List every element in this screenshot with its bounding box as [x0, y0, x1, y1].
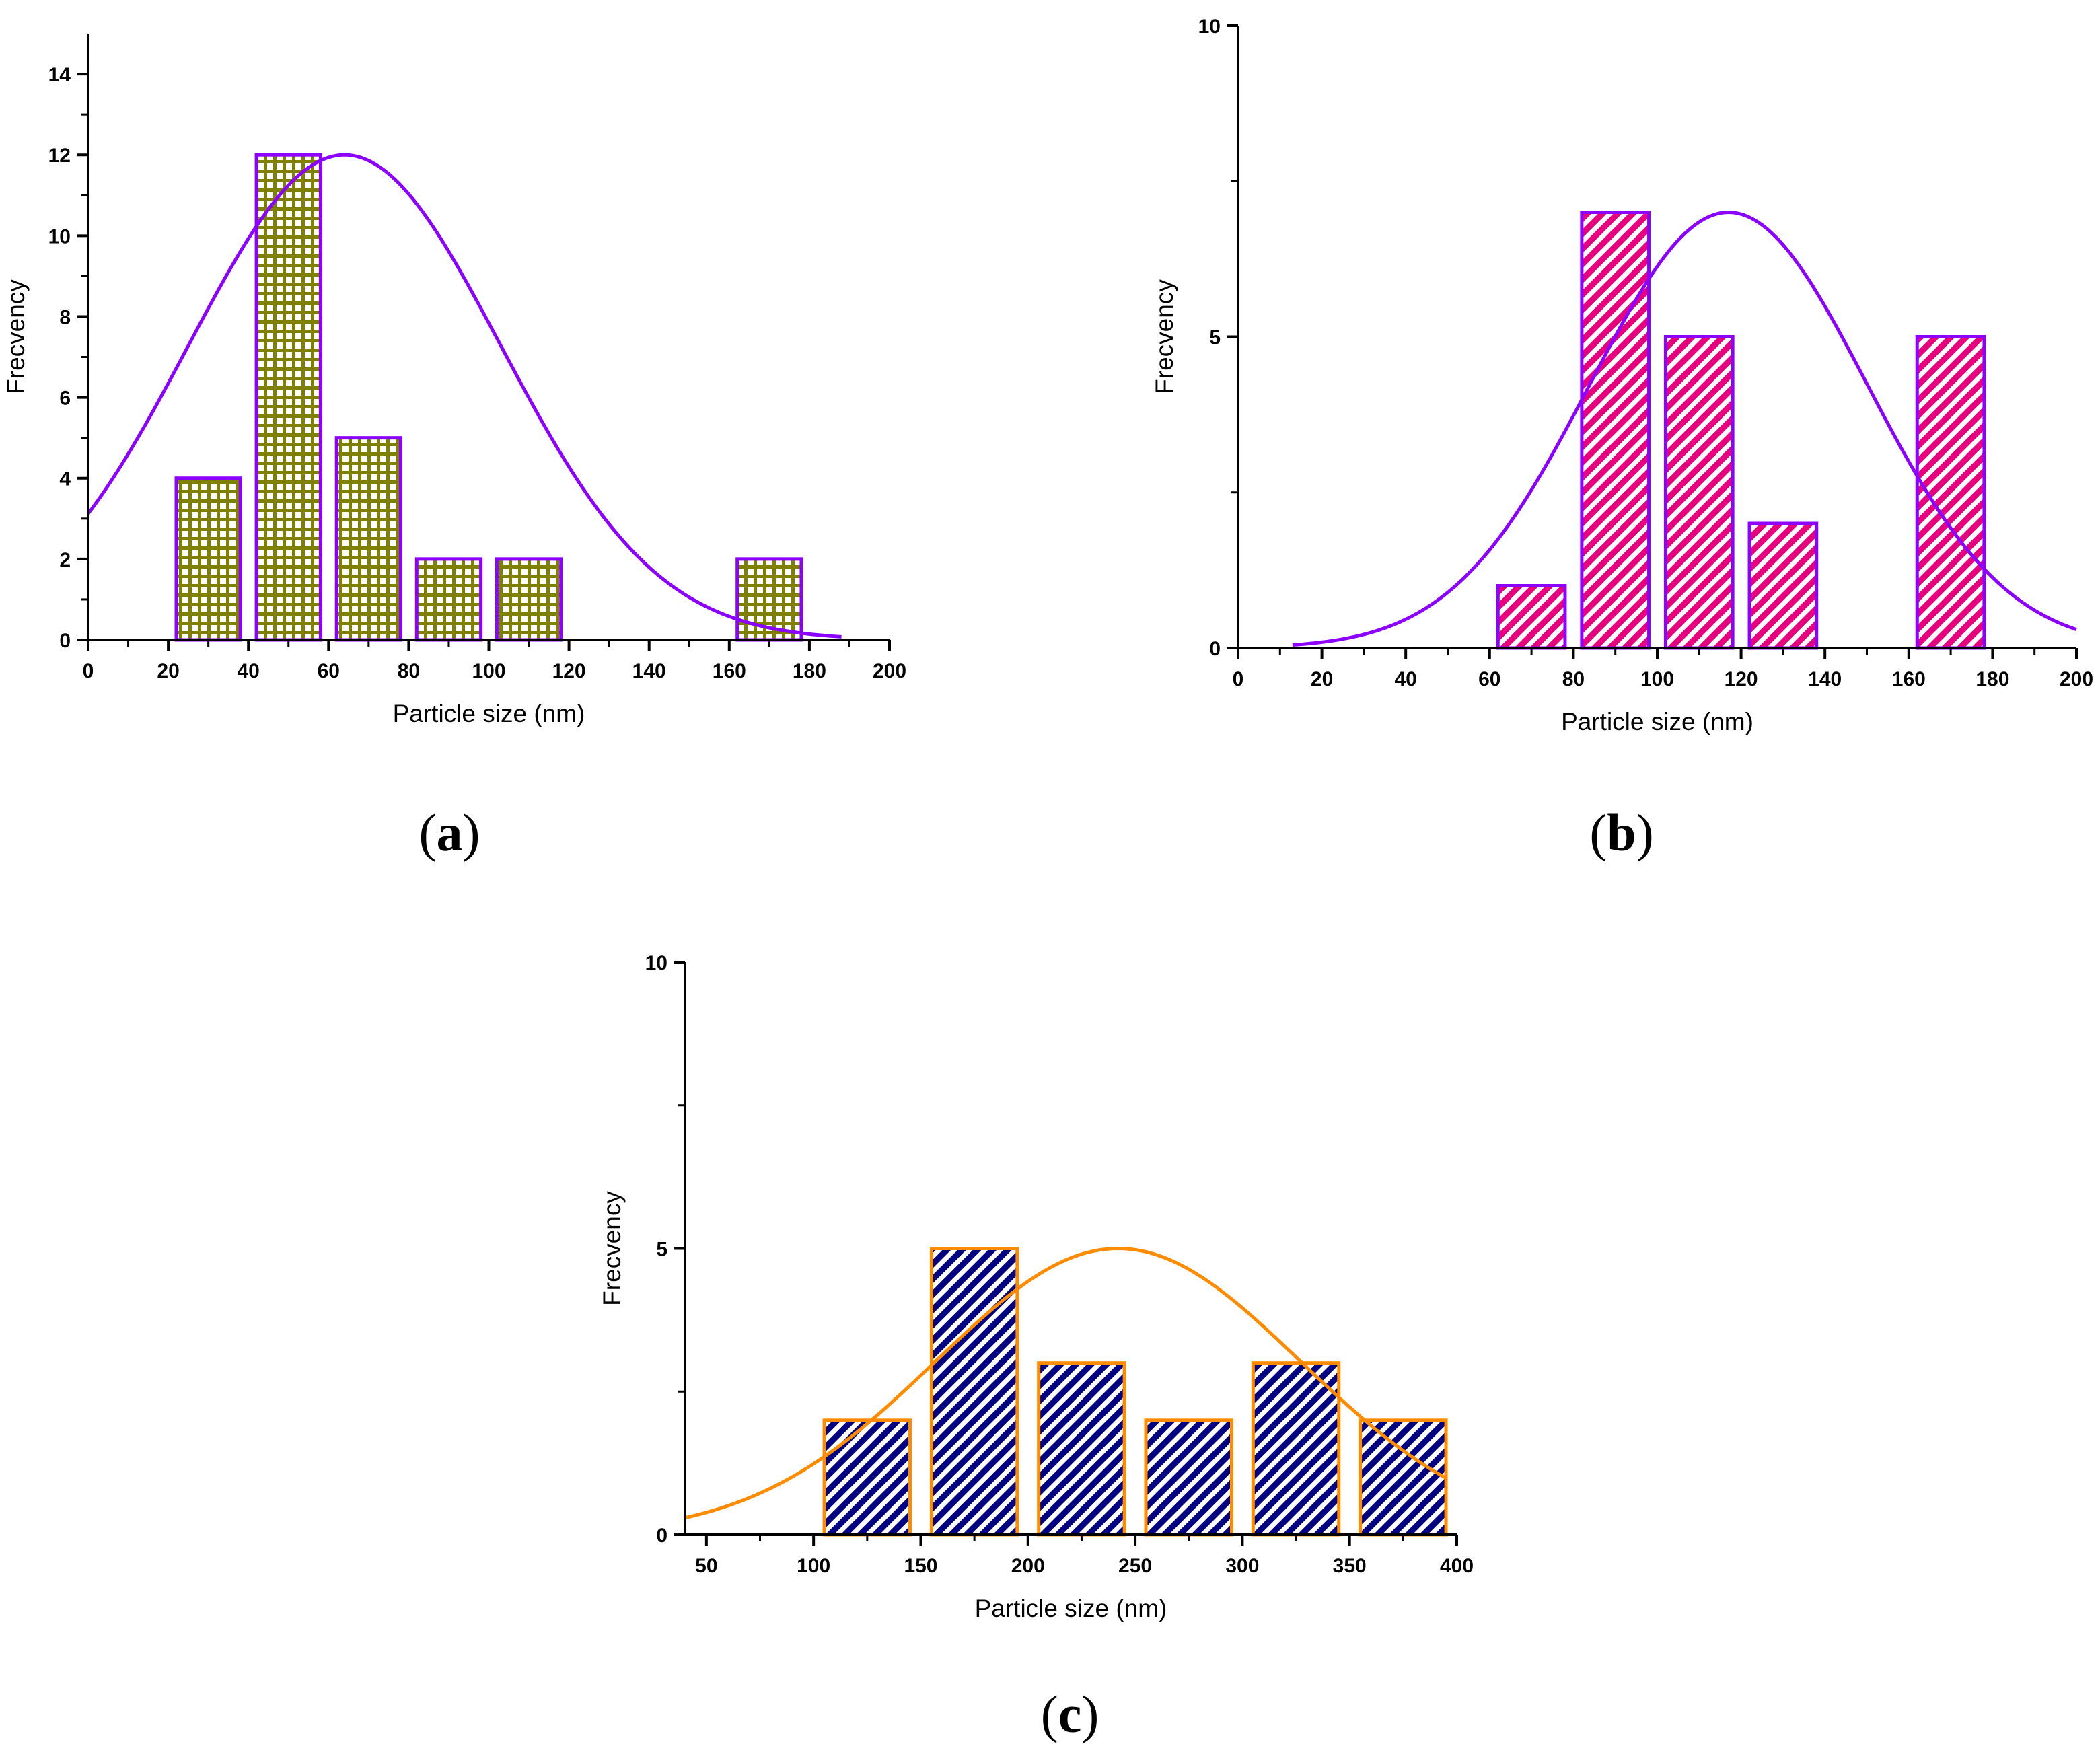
x-tick-label: 40 [238, 660, 260, 682]
histogram-bar [929, 1247, 1019, 1537]
x-tick-label: 200 [873, 660, 906, 682]
x-tick-label: 180 [793, 660, 826, 682]
histogram-bar [1144, 1418, 1233, 1537]
panel-letter: c [1058, 1685, 1082, 1743]
panel-label: (b) [1589, 803, 1653, 862]
histogram-bar [174, 476, 242, 642]
histogram-bar [1359, 1418, 1448, 1537]
x-tick-label: 0 [83, 660, 94, 682]
gaussian-fit-curve [86, 153, 842, 639]
y-tick-label: 0 [59, 630, 71, 652]
x-tick-label: 160 [1892, 668, 1926, 690]
x-tick-label: 160 [713, 660, 746, 682]
x-tick-label: 100 [1640, 668, 1674, 690]
x-tick-label: 120 [552, 660, 586, 682]
x-tick-label: 180 [1976, 668, 2009, 690]
x-tick-label: 150 [904, 1555, 937, 1577]
histogram-panel-c: 50 100 150 200 250 300 350 400 0 5 10 Particle size… [598, 952, 1474, 1743]
y-tick-label: 0 [656, 1525, 667, 1547]
y-tick-label: 10 [645, 952, 667, 974]
y-axis-title: Frecvency [1151, 279, 1178, 394]
y-tick-label: 10 [1198, 15, 1221, 38]
histogram-panel-a: 0 20 40 60 80 100 120 140 160 180 200 0 2 4 6 8 10 12 14 Pa… [2, 34, 906, 862]
x-tick-label: 80 [1562, 668, 1585, 690]
x-tick-label: 40 [1395, 668, 1417, 690]
histogram-bar [495, 557, 563, 642]
histogram-bar [334, 436, 402, 642]
y-axis-title: Frecvency [2, 279, 30, 394]
x-tick-label: 20 [157, 660, 179, 682]
y-axis-title: Frecvency [598, 1191, 626, 1306]
histogram-bar [1496, 584, 1567, 650]
y-tick-label: 2 [59, 549, 71, 571]
y-tick-label: 6 [59, 388, 71, 410]
x-axis-title: Particle size (nm) [1561, 708, 1753, 735]
y-tick-label: 12 [48, 145, 71, 167]
y-tick-label: 0 [1209, 638, 1221, 660]
histogram-bar [1580, 211, 1651, 650]
y-tick-label: 5 [656, 1239, 667, 1261]
x-tick-label: 20 [1311, 668, 1333, 690]
histogram-bar [1663, 335, 1735, 650]
panel-label: (a) [419, 803, 480, 862]
histogram-bar [1037, 1361, 1126, 1537]
x-tick-label: 200 [1011, 1555, 1045, 1577]
x-tick-label: 100 [797, 1555, 830, 1577]
x-tick-label: 60 [318, 660, 340, 682]
y-tick-label: 10 [48, 225, 71, 248]
x-tick-label: 300 [1225, 1555, 1259, 1577]
panel-label: (c) [1041, 1685, 1099, 1743]
histogram-bar [1747, 521, 1819, 650]
y-tick-label: 4 [59, 468, 71, 490]
x-axis-title: Particle size (nm) [393, 700, 585, 727]
histogram-bar [822, 1418, 912, 1537]
x-axis-title: Particle size (nm) [975, 1595, 1167, 1622]
histogram-bar [414, 557, 483, 642]
x-tick-label: 120 [1725, 668, 1758, 690]
x-tick-label: 100 [472, 660, 505, 682]
y-tick-label: 8 [59, 306, 71, 328]
x-tick-label: 60 [1478, 668, 1500, 690]
x-tick-label: 0 [1233, 668, 1244, 690]
x-tick-label: 80 [398, 660, 420, 682]
x-tick-label: 140 [632, 660, 666, 682]
x-tick-label: 140 [1808, 668, 1842, 690]
y-tick-label: 5 [1209, 327, 1221, 349]
panel-letter: a [437, 803, 463, 862]
x-tick-label: 400 [1440, 1555, 1474, 1577]
x-tick-label: 250 [1118, 1555, 1152, 1577]
x-tick-label: 200 [2060, 668, 2093, 690]
histogram-bar [1251, 1361, 1341, 1537]
histogram-bar [254, 153, 322, 642]
x-tick-label: 50 [695, 1555, 717, 1577]
histogram-panel-b: 0 20 40 60 80 100 120 140 160 180 200 0 5 10 Particle … [1151, 15, 2093, 862]
gaussian-fit-curve [684, 1246, 1447, 1520]
x-tick-label: 350 [1333, 1555, 1367, 1577]
gaussian-fit-curve [1292, 210, 2077, 647]
y-tick-label: 14 [48, 64, 71, 86]
panel-letter: b [1607, 803, 1636, 862]
